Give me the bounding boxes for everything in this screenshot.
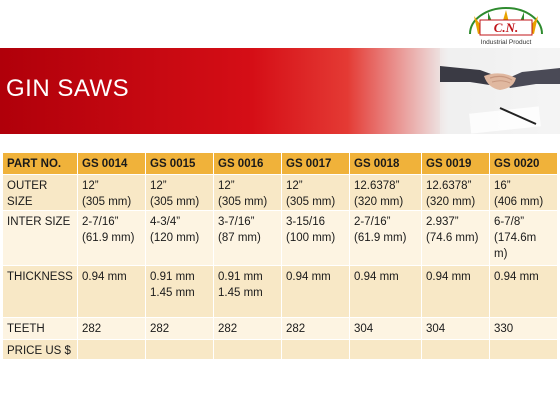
row-label: TEETH [2, 317, 78, 340]
table-cell: 0.94 mm [349, 265, 422, 318]
table-cell: 3-7/16” (87 mm) [213, 210, 282, 266]
table-cell: 12” (305 mm) [213, 174, 282, 211]
table-cell: 0.94 mm [77, 265, 146, 318]
table-cell: 3-15/16 (100 mm) [281, 210, 350, 266]
table-cell: 12” (305 mm) [281, 174, 350, 211]
table-cell: 16” (406 mm) [489, 174, 558, 211]
table-cell: 12” (305 mm) [77, 174, 146, 211]
table-row-teeth: TEETH 282 282 282 282 304 304 330 [2, 317, 558, 340]
table-cell: 0.94 mm [489, 265, 558, 318]
handshake-image [440, 48, 560, 134]
table-cell: 330 [489, 317, 558, 340]
header-part: GS 0017 [281, 152, 350, 175]
table-cell [421, 339, 490, 360]
header-part: GS 0016 [213, 152, 282, 175]
table-cell: 0.91 mm 1.45 mm [213, 265, 282, 318]
table-row-thickness: THICKNESS 0.94 mm 0.91 mm 1.45 mm 0.91 mm… [2, 265, 558, 318]
table-cell [281, 339, 350, 360]
table-cell: 12.6378” (320 mm) [421, 174, 490, 211]
table-cell: 0.94 mm [281, 265, 350, 318]
row-label: PRICE US $ [2, 339, 78, 360]
gin-saws-table: PART NO. GS 0014 GS 0015 GS 0016 GS 0017… [2, 152, 558, 360]
table-cell: 2-7/16” (61.9 mm) [349, 210, 422, 266]
logo-initials: C.N. [494, 20, 519, 35]
table-cell [349, 339, 422, 360]
company-logo: C.N. Industrial Product [456, 4, 556, 48]
table-row-inter-size: INTER SIZE 2-7/16” (61.9 mm) 4-3/4” (120 m… [2, 210, 558, 266]
table-cell: 4-3/4” (120 mm) [145, 210, 214, 266]
table-cell: 304 [349, 317, 422, 340]
row-label: INTER SIZE [2, 210, 78, 266]
table-cell [77, 339, 146, 360]
table-cell: 282 [77, 317, 146, 340]
row-label: THICKNESS [2, 265, 78, 318]
table-cell: 0.91 mm 1.45 mm [145, 265, 214, 318]
header-part: GS 0014 [77, 152, 146, 175]
table-cell: 12.6378” (320 mm) [349, 174, 422, 211]
table-cell [489, 339, 558, 360]
table-cell [213, 339, 282, 360]
header-part: GS 0020 [489, 152, 558, 175]
logo-tagline: Industrial Product [481, 39, 532, 46]
row-label: OUTER SIZE [2, 174, 78, 211]
header-part: GS 0019 [421, 152, 490, 175]
table-cell: 0.94 mm [421, 265, 490, 318]
table-cell: 12” (305 mm) [145, 174, 214, 211]
table-cell: 282 [213, 317, 282, 340]
table-cell: 282 [145, 317, 214, 340]
table-cell: 2-7/16” (61.9 mm) [77, 210, 146, 266]
page-title: GIN SAWS [6, 75, 130, 102]
header-part: GS 0015 [145, 152, 214, 175]
table-row-outer-size: OUTER SIZE 12” (305 mm) 12” (305 mm) 12” (3… [2, 174, 558, 211]
title-banner: GIN SAWS [0, 48, 560, 134]
table-row-price: PRICE US $ [2, 339, 558, 360]
header-part: GS 0018 [349, 152, 422, 175]
table-header-row: PART NO. GS 0014 GS 0015 GS 0016 GS 0017… [2, 152, 558, 175]
table-cell: 6-7/8” (174.6m m) [489, 210, 558, 266]
table-cell: 2.937” (74.6 mm) [421, 210, 490, 266]
table-cell: 282 [281, 317, 350, 340]
table-cell: 304 [421, 317, 490, 340]
table-cell [145, 339, 214, 360]
header-label: PART NO. [2, 152, 78, 175]
